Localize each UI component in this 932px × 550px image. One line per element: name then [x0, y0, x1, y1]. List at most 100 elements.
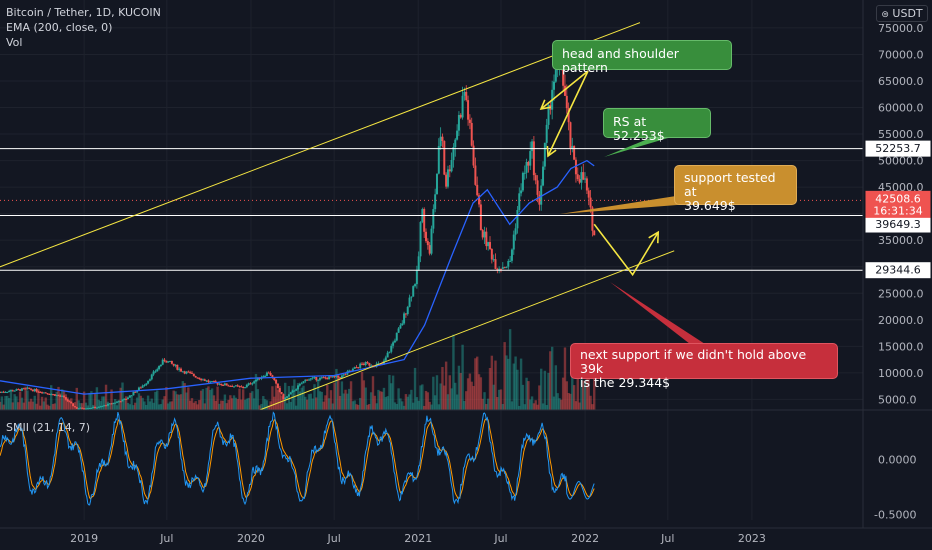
- candle-body-300: [547, 104, 550, 125]
- volume-bar-324: [591, 404, 594, 410]
- volume-bar-138: [251, 391, 254, 410]
- volume-bar-41: [73, 402, 77, 410]
- candle-body-236: [430, 228, 433, 254]
- volume-bar-9: [15, 396, 18, 410]
- volume-bar-60: [108, 403, 111, 410]
- candle-body-187: [340, 375, 343, 379]
- candle-body-280: [510, 249, 513, 261]
- volume-bar-67: [121, 382, 124, 410]
- volume-bar-139: [252, 398, 256, 410]
- volume-bar-155: [282, 396, 285, 410]
- candle-body-147: [267, 372, 270, 374]
- volume-bar-112: [203, 403, 206, 410]
- volume-legend[interactable]: Vol: [6, 36, 23, 49]
- volume-bar-100: [181, 381, 185, 410]
- note-head-and-shoulder[interactable]: head and shoulder pattern: [552, 40, 732, 75]
- volume-bar-11: [18, 391, 22, 410]
- ema-legend[interactable]: EMA (200, close, 0): [6, 21, 113, 34]
- volume-bar-66: [119, 387, 122, 410]
- candle-body-215: [392, 342, 395, 346]
- volume-bar-2: [2, 404, 5, 410]
- volume-bar-19: [33, 395, 36, 410]
- candle-body-26: [46, 393, 49, 395]
- volume-bar-316: [576, 349, 579, 410]
- volume-bar-292: [532, 403, 536, 410]
- volume-bar-97: [176, 394, 179, 410]
- candle-body-252: [459, 114, 462, 118]
- candle-body-122: [222, 384, 225, 386]
- note-next-support[interactable]: next support if we didn't hold above 39k…: [570, 343, 838, 390]
- volume-bar-79: [143, 401, 146, 410]
- pattern-arrow-right: [547, 70, 589, 157]
- candle-body-292: [532, 141, 535, 176]
- candle-body-279: [509, 260, 512, 262]
- volume-bar-55: [99, 401, 102, 410]
- projection-arrowhead: [648, 230, 660, 244]
- volume-bar-197: [358, 397, 362, 410]
- volume-bar-144: [262, 396, 265, 410]
- volume-bar-302: [550, 346, 554, 410]
- candle-body-64: [116, 401, 119, 403]
- volume-bar-296: [540, 368, 543, 410]
- volume-bar-22: [39, 405, 42, 410]
- candle-body-177: [322, 377, 325, 379]
- volume-bar-69: [124, 396, 128, 410]
- volume-bar-137: [249, 392, 252, 410]
- candle-body-293: [534, 175, 537, 181]
- volume-bar-170: [309, 393, 313, 410]
- volume-bar-202: [368, 404, 371, 410]
- volume-bar-263: [479, 377, 483, 410]
- volume-bar-322: [587, 351, 590, 410]
- symbol-legend[interactable]: Bitcoin / Tether, 1D, KUCOIN: [6, 6, 161, 19]
- note-rs[interactable]: RS at 52.253$: [603, 108, 711, 143]
- oscillator-legend[interactable]: SMII (21, 14, 7): [6, 421, 91, 434]
- volume-bar-267: [486, 398, 490, 410]
- candle-body-212: [386, 352, 389, 358]
- currency-selector[interactable]: ⊜ USDT: [876, 5, 928, 22]
- volume-bar-289: [527, 381, 530, 410]
- volume-bar-175: [318, 391, 322, 410]
- price-tick-label-1: 70000.0: [878, 48, 924, 61]
- candle-body-148: [269, 372, 272, 376]
- candle-body-133: [242, 386, 245, 389]
- candle-body-71: [128, 395, 131, 398]
- volume-bar-176: [320, 391, 323, 410]
- candle-body-6: [9, 390, 12, 392]
- volume-bar-313: [571, 366, 574, 410]
- volume-bar-287: [523, 404, 526, 410]
- volume-bar-206: [375, 403, 378, 410]
- price-tick-label-10: 25000.0: [878, 287, 924, 300]
- chart-overlays: [0, 22, 863, 411]
- candle-body-290: [529, 151, 532, 166]
- time-tick-label-4: 2021: [404, 532, 432, 545]
- candle-body-99: [180, 368, 183, 372]
- candle-body-288: [525, 161, 528, 173]
- volume-bar-276: [503, 342, 506, 410]
- volume-bar-153: [278, 385, 281, 410]
- candle-body-314: [573, 145, 576, 160]
- candle-body-315: [574, 159, 577, 175]
- candle-body-299: [545, 124, 548, 143]
- volume-bar-198: [360, 371, 364, 410]
- volume-bar-7: [11, 402, 14, 410]
- volume-bar-193: [351, 401, 355, 410]
- volume-bar-275: [501, 404, 505, 410]
- note-support-pointer: [560, 196, 690, 214]
- candle-body-202: [368, 362, 371, 366]
- volume-bar-215: [391, 375, 395, 410]
- volume-bar-73: [132, 405, 135, 410]
- volume-bar-247: [450, 388, 453, 410]
- volume-bar-43: [77, 400, 80, 410]
- volume-bar-235: [428, 401, 431, 410]
- candle-body-238: [434, 194, 437, 210]
- volume-bar-222: [404, 394, 408, 410]
- volume-bar-0: [0, 401, 2, 410]
- note-support-tested[interactable]: support tested at 39.649$: [674, 165, 797, 213]
- candle-body-98: [178, 368, 181, 370]
- volume-bar-93: [168, 401, 172, 410]
- volume-bar-123: [223, 394, 227, 410]
- volume-bar-268: [488, 367, 492, 410]
- candle-body-318: [580, 172, 583, 183]
- candle-body-282: [514, 228, 517, 235]
